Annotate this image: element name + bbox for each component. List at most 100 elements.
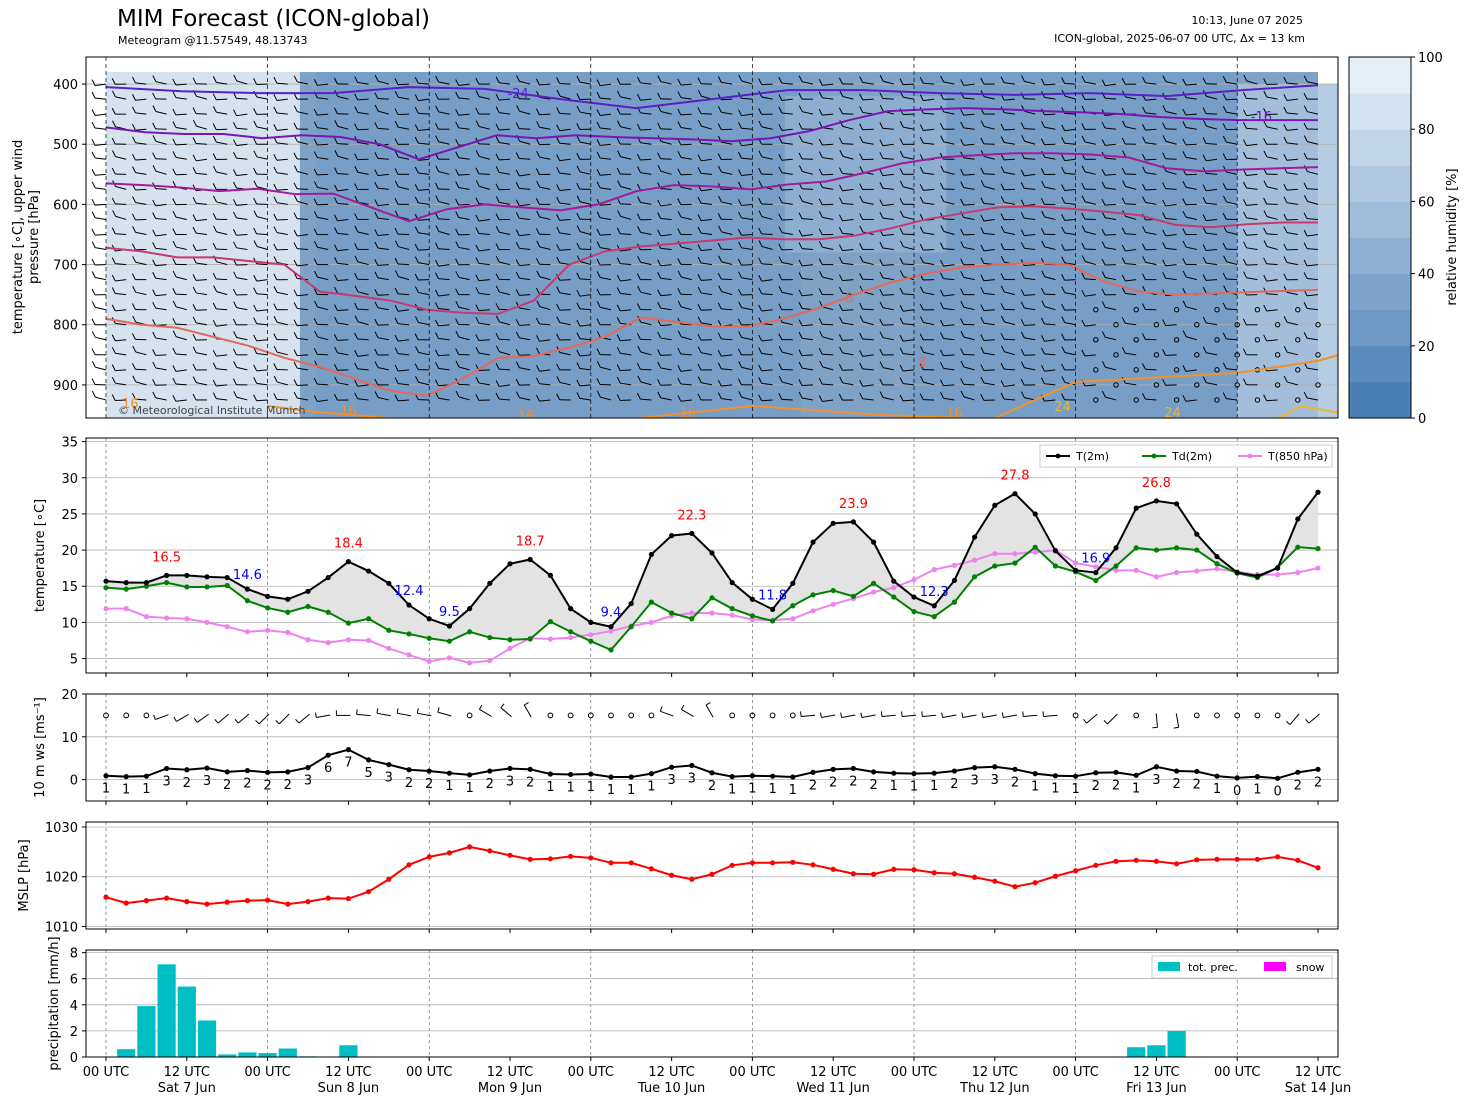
upper-wind-barb [536, 364, 551, 372]
upper-wind-barb [1222, 213, 1238, 220]
upper-wind-barb [556, 196, 571, 205]
calm-wind-circle [1234, 712, 1241, 719]
upper-wind-barb [798, 195, 814, 205]
x-tick-label: 12 UTC [1133, 1065, 1179, 1080]
wind-speed-point [1133, 772, 1139, 778]
upper-wind-barb [1162, 229, 1177, 237]
wind-speed-point [487, 768, 493, 774]
t850-point [184, 616, 190, 622]
t2m-point [527, 556, 533, 563]
upper-wind-barb [415, 376, 430, 386]
upper-wind-barb [334, 120, 349, 130]
upper-wind-barb [980, 167, 995, 175]
t-td-spread-fill [106, 492, 1318, 650]
upper-wind-barb [1061, 184, 1076, 192]
t850-point [446, 655, 452, 661]
upper-wind-barb [798, 122, 814, 130]
upper-wind-barb [192, 197, 208, 205]
precip-bar [157, 964, 176, 1057]
calm-wind-circle [143, 712, 150, 719]
mslp-point [951, 871, 958, 877]
upper-wind-barb [960, 198, 975, 206]
upper-wind-barb [111, 287, 127, 296]
surface-wind-barb [1285, 713, 1300, 725]
upper-wind-barb [334, 257, 349, 266]
upper-wind-barb [212, 106, 228, 115]
upper-wind-barb [434, 212, 450, 220]
mslp-point [588, 855, 594, 861]
calm-circle [1274, 322, 1281, 328]
upper-wind-barb [596, 258, 612, 266]
t2m-point [790, 580, 796, 586]
humidity-region [316, 72, 801, 418]
upper-wind-barb [1243, 181, 1258, 190]
isotherm-label: 8 [845, 292, 853, 307]
upper-wind-barb [778, 393, 793, 401]
upper-wind-barb [233, 74, 248, 85]
upper-wind-barb [717, 349, 733, 357]
upper-wind-barb [1061, 196, 1076, 205]
mslp-point [709, 871, 715, 877]
upper-wind-barb [313, 395, 329, 402]
upper-wind-barb [1061, 137, 1076, 145]
upper-wind-barb [435, 195, 450, 205]
mslp-point [729, 862, 735, 868]
upper-wind-barb [677, 108, 692, 116]
wind-speed-point [628, 774, 634, 780]
upper-wind-barb [1202, 256, 1218, 266]
mslp-point [1093, 862, 1099, 868]
upper-wind-barb [596, 378, 612, 386]
wind-speed-point [1032, 771, 1038, 777]
upper-wind-barb [516, 75, 531, 85]
isotherm-label: -16 [1251, 110, 1272, 125]
upper-wind-barb [980, 376, 995, 386]
upper-wind-barb [940, 135, 955, 145]
upper-wind-barb [233, 151, 248, 160]
upper-wind-barb [1040, 198, 1056, 205]
upper-wind-barb [495, 380, 511, 387]
surface-wind-barb [356, 709, 371, 717]
upper-wind-barb [1000, 76, 1016, 85]
upper-wind-barb [1303, 242, 1319, 251]
upper-wind-barb [1182, 108, 1197, 116]
t850-point [972, 557, 978, 563]
td2m-point [1012, 560, 1018, 566]
upper-wind-barb [1020, 331, 1036, 341]
upper-wind-barb [435, 105, 450, 115]
y-tick-label: 0 [70, 774, 78, 789]
upper-wind-barb [273, 375, 288, 386]
t2m-point [1052, 548, 1058, 554]
upper-wind-barb [879, 92, 894, 100]
upper-wind-barb [333, 137, 349, 145]
panel-frame [85, 693, 1339, 802]
wind-speed-label: 2 [183, 776, 191, 791]
upper-wind-barb [1061, 214, 1076, 221]
td2m-point [992, 563, 998, 569]
upper-wind-barb [1222, 242, 1238, 251]
upper-wind-barb [515, 331, 531, 341]
upper-wind-barb [1263, 227, 1278, 235]
y-tick-label: 800 [53, 319, 78, 334]
upper-wind-barb [879, 378, 894, 386]
calm-circle [1173, 337, 1180, 343]
t2m-point [164, 572, 170, 578]
calm-wind-circle [103, 712, 109, 719]
upper-wind-barb [1142, 166, 1157, 175]
td2m-point [1032, 544, 1038, 550]
upper-wind-barb [697, 346, 713, 356]
y-tick-label: 1020 [45, 871, 78, 886]
upper-wind-barb [1263, 78, 1278, 85]
upper-wind-barb [1182, 395, 1197, 402]
upper-wind-barb [232, 229, 248, 236]
mslp-point [164, 895, 170, 901]
upper-wind-barb [455, 271, 470, 281]
upper-wind-barb [859, 350, 874, 357]
wind-speed-point [729, 774, 735, 780]
precip-bar [1167, 1030, 1186, 1057]
upper-wind-barb [455, 228, 470, 236]
t2m-point [1133, 505, 1139, 511]
upper-wind-barb [374, 211, 389, 220]
upper-wind-barb [939, 182, 955, 190]
upper-wind-barb [536, 377, 551, 386]
upper-wind-barb [556, 226, 571, 235]
